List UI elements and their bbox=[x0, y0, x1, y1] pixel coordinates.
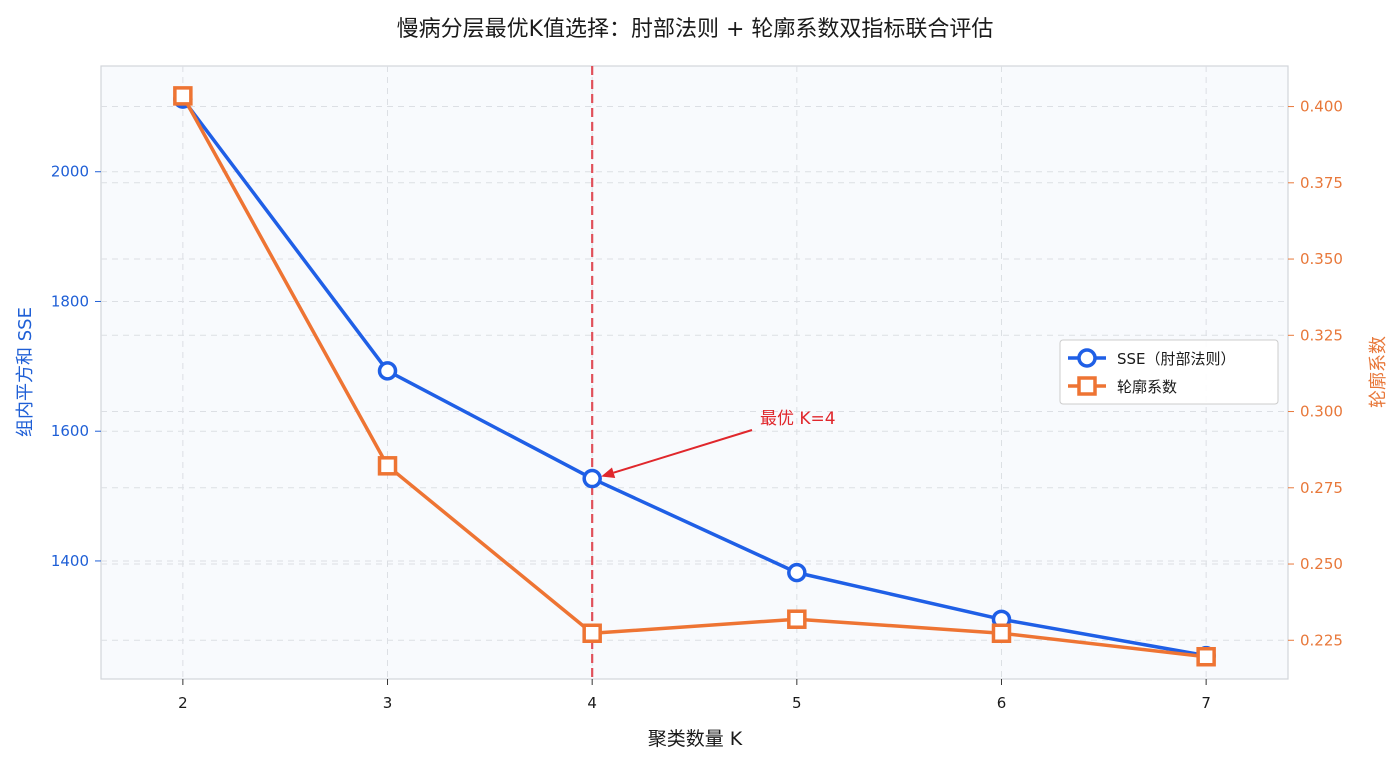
x-tick-label: 3 bbox=[383, 694, 393, 712]
legend-sse-label: SSE（肘部法则） bbox=[1117, 350, 1236, 368]
silhouette-point bbox=[991, 623, 1012, 644]
y-left-axis-label: 组内平方和 SSE bbox=[15, 307, 36, 437]
sse-point bbox=[787, 562, 807, 583]
annotation-arrow-head bbox=[601, 467, 616, 478]
silhouette-point bbox=[377, 456, 398, 476]
annotation-arrow bbox=[613, 429, 753, 474]
y-left-tick-label: 2000 bbox=[51, 163, 89, 181]
legend-silhouette-marker bbox=[1077, 376, 1097, 396]
silhouette-point bbox=[1196, 646, 1216, 667]
y-left-tick-label: 1800 bbox=[51, 292, 89, 310]
x-tick-label: 4 bbox=[587, 694, 597, 712]
sse-point bbox=[582, 468, 602, 489]
y-right-tick-label: 0.325 bbox=[1300, 326, 1343, 344]
x-tick-label: 7 bbox=[1201, 694, 1211, 712]
y-left-tick-label: 1400 bbox=[51, 552, 89, 570]
x-tick-label: 5 bbox=[792, 694, 802, 712]
sse-point bbox=[377, 361, 398, 381]
y-right-tick-label: 0.225 bbox=[1300, 631, 1343, 649]
y-right-tick-label: 0.375 bbox=[1300, 174, 1343, 192]
legend-box bbox=[1059, 339, 1279, 405]
y-right-tick-label: 0.300 bbox=[1300, 403, 1343, 421]
silhouette-line bbox=[181, 95, 1207, 659]
series-group bbox=[173, 86, 1216, 667]
y-right-tick-label: 0.350 bbox=[1300, 250, 1343, 268]
legend-sse-marker bbox=[1077, 348, 1097, 368]
y-right-tick-label: 0.400 bbox=[1300, 98, 1343, 116]
silhouette-point bbox=[787, 609, 807, 629]
y-right-tick-label: 0.275 bbox=[1300, 479, 1343, 497]
x-axis-label: 聚类数量 K bbox=[648, 728, 743, 750]
x-tick-label: 2 bbox=[178, 694, 188, 712]
x-tick-label: 6 bbox=[997, 694, 1007, 712]
silhouette-point bbox=[582, 623, 602, 644]
silhouette-point bbox=[173, 86, 193, 106]
annotation-label: 最优 K=4 bbox=[760, 409, 836, 429]
y-right-tick-label: 0.250 bbox=[1300, 555, 1343, 573]
legend: SSE（肘部法则） 轮廓系数 bbox=[1059, 339, 1279, 405]
chart-title: 慢病分层最优K值选择：肘部法则 + 轮廓系数双指标联合评估 bbox=[397, 17, 994, 42]
y-right-axis-label: 轮廓系数 bbox=[1368, 336, 1389, 408]
annotation-group: 最优 K=4 bbox=[601, 409, 836, 478]
sse-line bbox=[181, 98, 1207, 658]
y-left-tick-label: 1600 bbox=[51, 422, 89, 440]
ticks: 2 3 4 5 6 7 1400 1600 1800 2000 0.225 0.250 0.275 0.3… bbox=[51, 98, 1343, 712]
legend-silhouette-label: 轮廓系数 bbox=[1117, 378, 1177, 396]
